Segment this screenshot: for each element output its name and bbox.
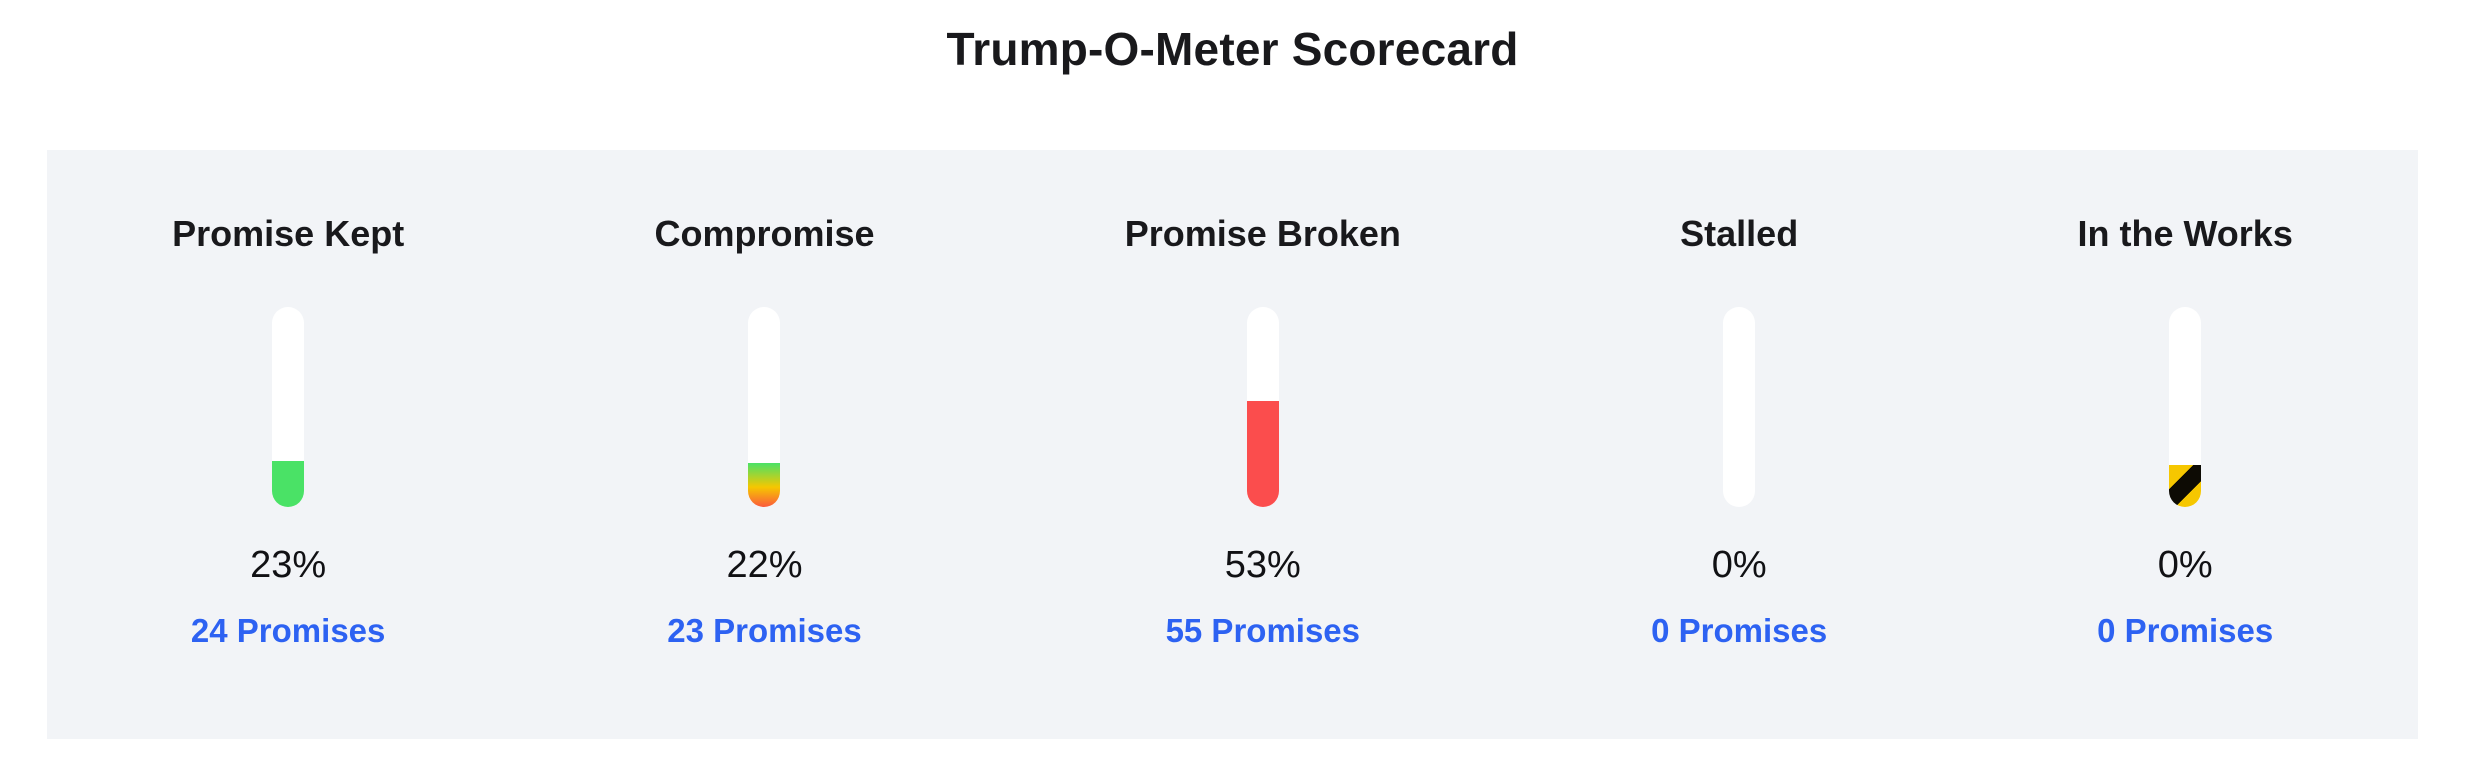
category-column-promise-broken: Promise Broken 53% 55 Promises	[1125, 212, 1401, 650]
category-title: Compromise	[654, 213, 875, 255]
thermometer-fill	[748, 463, 781, 508]
category-column-in-the-works: In the Works 0% 0 Promises	[2077, 212, 2292, 650]
percent-value: 0%	[1711, 544, 1767, 587]
scorecard-panel: Promise Kept 23% 24 Promises Compromise …	[47, 150, 2418, 739]
percent-value: 23%	[250, 544, 327, 587]
category-column-compromise: Compromise 22% 23 Promises	[654, 212, 874, 650]
category-column-promise-kept: Promise Kept 23% 24 Promises	[172, 212, 404, 650]
thermometer-fill	[1246, 401, 1279, 508]
category-title: Promise Broken	[1124, 213, 1401, 255]
percent-value: 0%	[2157, 544, 2213, 587]
percent-value: 53%	[1224, 544, 1301, 587]
category-title: Stalled	[1680, 213, 1799, 255]
thermometer-fill	[2169, 465, 2202, 508]
thermometer-meter	[748, 307, 781, 508]
promises-link[interactable]: 0 Promises	[2097, 612, 2274, 650]
percent-value: 22%	[726, 544, 803, 587]
page-title: Trump-O-Meter Scorecard	[946, 23, 1519, 75]
promises-link[interactable]: 55 Promises	[1165, 612, 1361, 650]
thermometer-meter	[1723, 307, 1756, 508]
category-column-stalled: Stalled 0% 0 Promises	[1651, 212, 1827, 650]
thermometer-fill	[272, 461, 305, 508]
category-title: In the Works	[2077, 213, 2293, 255]
promises-link[interactable]: 23 Promises	[667, 612, 862, 650]
thermometer-meter	[272, 307, 305, 508]
thermometer-meter	[1246, 307, 1279, 508]
thermometer-meter	[2169, 307, 2202, 508]
category-title: Promise Kept	[172, 213, 405, 255]
promises-link[interactable]: 24 Promises	[190, 612, 386, 650]
promises-link[interactable]: 0 Promises	[1651, 612, 1828, 650]
